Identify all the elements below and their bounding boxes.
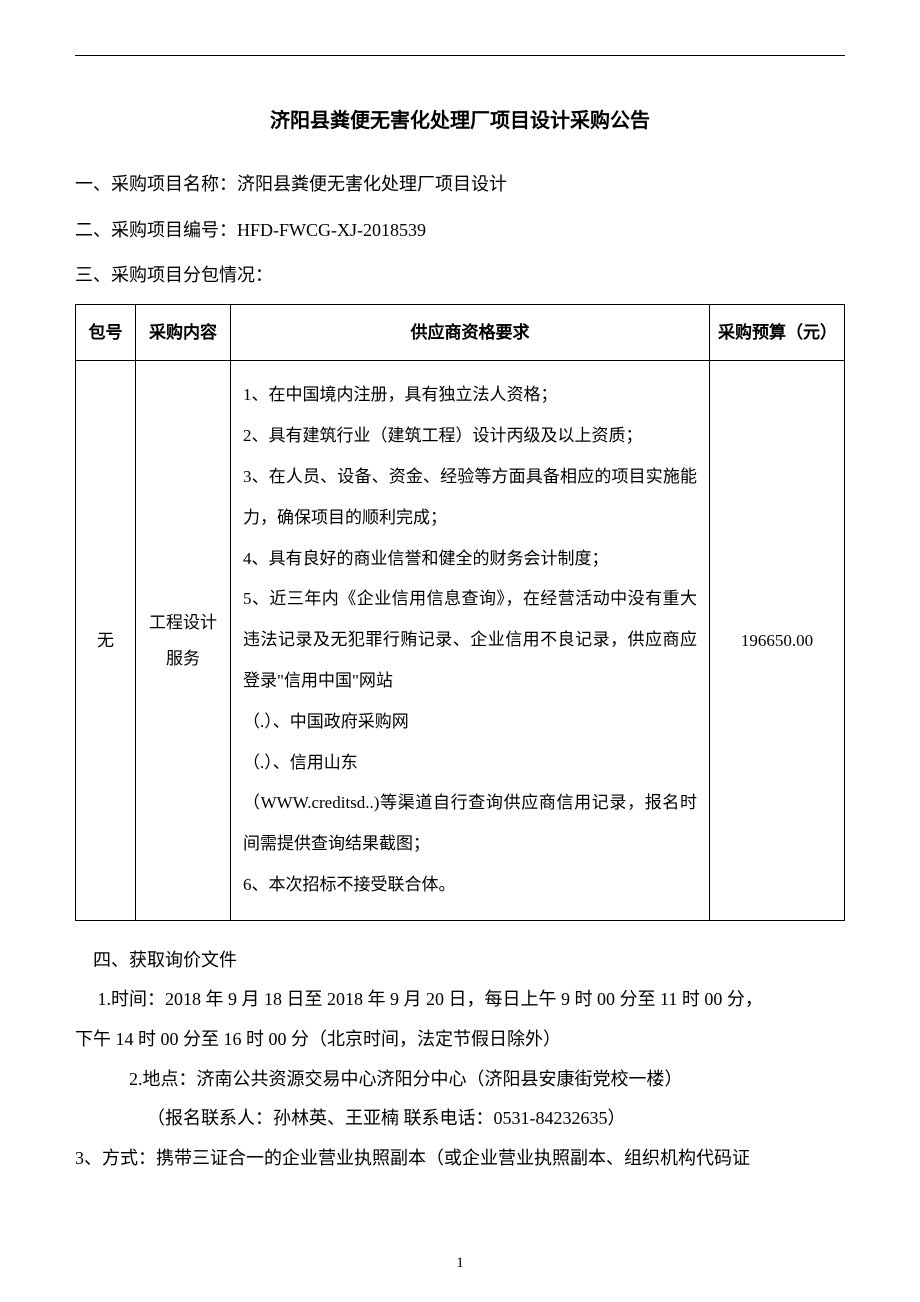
supplier-req-5: 5、近三年内《企业信用信息查询》，在经营活动中没有重大违法记录及无犯罪行贿记录、… [243, 579, 697, 701]
supplier-req-9: 6、本次招标不接受联合体。 [243, 865, 697, 906]
section4-contact: （报名联系人：孙林英、王亚楠 联系电话：0531-84232635） [75, 1099, 845, 1139]
content-line-2: 服务 [144, 641, 222, 677]
page-title: 济阳县粪便无害化处理厂项目设计采购公告 [75, 104, 845, 133]
page-number: 1 [0, 1255, 920, 1272]
supplier-req-4: 4、具有良好的商业信誉和健全的财务会计制度； [243, 539, 697, 580]
th-supplier: 供应商资格要求 [231, 304, 710, 361]
th-content: 采购内容 [136, 304, 231, 361]
item-1: 一、采购项目名称：济阳县粪便无害化处理厂项目设计 [75, 165, 845, 205]
supplier-req-3: 3、在人员、设备、资金、经验等方面具备相应的项目实施能力，确保项目的顺利完成； [243, 457, 697, 539]
content-line-1: 工程设计 [144, 605, 222, 641]
item-3: 三、采购项目分包情况： [75, 256, 845, 296]
table-row: 无 工程设计 服务 1、在中国境内注册，具有独立法人资格； 2、具有建筑行业（建… [76, 361, 845, 920]
supplier-req-8: （WWW.creditsd..)等渠道自行查询供应商信用记录，报名时间需提供查询… [243, 783, 697, 865]
th-budget: 采购预算（元） [710, 304, 845, 361]
td-package: 无 [76, 361, 136, 920]
section4-method: 3、方式：携带三证合一的企业营业执照副本（或企业营业执照副本、组织机构代码证 [75, 1139, 845, 1179]
supplier-req-7: （.）、信用山东 [243, 743, 697, 784]
supplier-req-6: （.）、中国政府采购网 [243, 702, 697, 743]
section4-place: 2.地点：济南公共资源交易中心济阳分中心（济阳县安康街党校一楼） [75, 1060, 845, 1100]
package-table: 包号 采购内容 供应商资格要求 采购预算（元） 无 工程设计 服务 1、在中国境… [75, 304, 845, 921]
item-2: 二、采购项目编号：HFD-FWCG-XJ-2018539 [75, 211, 845, 251]
package-table-wrap: 包号 采购内容 供应商资格要求 采购预算（元） 无 工程设计 服务 1、在中国境… [75, 304, 845, 921]
section-4: 四、获取询价文件 1.时间：2018 年 9 月 18 日至 2018 年 9 … [75, 941, 845, 1179]
td-budget: 196650.00 [710, 361, 845, 920]
supplier-req-1: 1、在中国境内注册，具有独立法人资格； [243, 375, 697, 416]
supplier-req-2: 2、具有建筑行业（建筑工程）设计丙级及以上资质； [243, 416, 697, 457]
th-package: 包号 [76, 304, 136, 361]
section4-time-l2: 下午 14 时 00 分至 16 时 00 分（北京时间，法定节假日除外） [75, 1020, 845, 1060]
td-content: 工程设计 服务 [136, 361, 231, 920]
section4-time-l1: 1.时间：2018 年 9 月 18 日至 2018 年 9 月 20 日，每日… [75, 980, 845, 1020]
top-rule [75, 55, 845, 56]
td-supplier: 1、在中国境内注册，具有独立法人资格； 2、具有建筑行业（建筑工程）设计丙级及以… [231, 361, 710, 920]
section4-title: 四、获取询价文件 [75, 941, 845, 981]
table-header-row: 包号 采购内容 供应商资格要求 采购预算（元） [76, 304, 845, 361]
